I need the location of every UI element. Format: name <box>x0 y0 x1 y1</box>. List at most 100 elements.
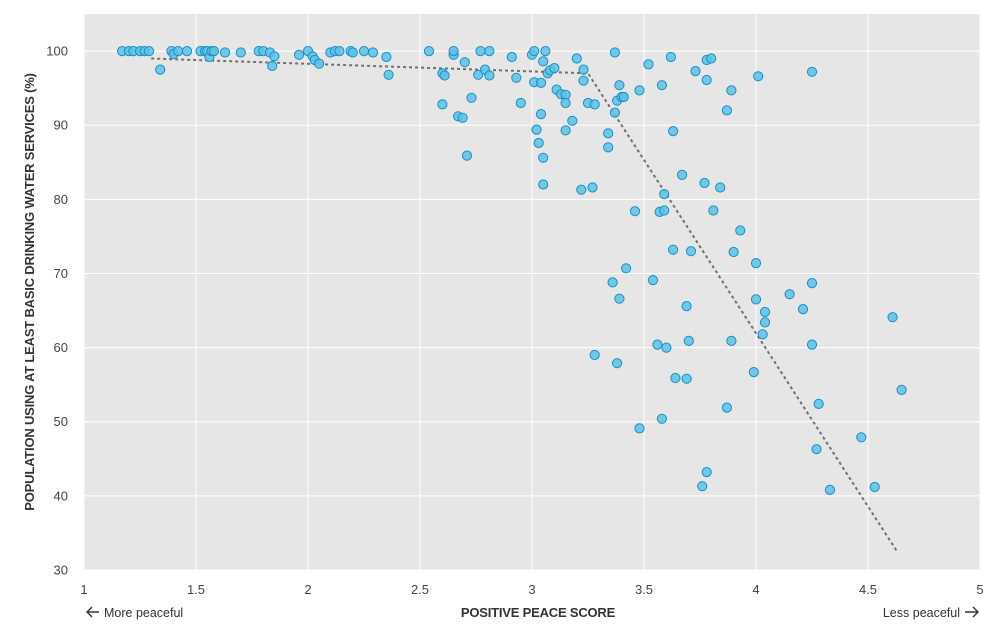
y-axis-title: POPULATION USING AT LEAST BASIC DRINKING… <box>22 73 37 510</box>
x-tick-label: 3 <box>528 582 535 597</box>
left-arrow-icon <box>86 606 99 618</box>
data-point <box>708 205 719 216</box>
data-point <box>578 64 589 75</box>
data-point <box>560 97 571 109</box>
data-point <box>466 92 477 103</box>
data-point <box>473 69 484 80</box>
data-point <box>538 152 549 163</box>
data-point <box>614 293 625 304</box>
data-point <box>269 51 280 62</box>
data-points <box>117 46 907 495</box>
data-point <box>381 51 392 63</box>
data-point <box>670 372 681 384</box>
data-point <box>757 329 768 340</box>
x-tick-label: 4 <box>752 582 759 597</box>
data-point <box>784 289 795 300</box>
data-point <box>423 46 435 57</box>
y-tick-label: 80 <box>54 192 68 207</box>
data-point <box>235 47 246 58</box>
data-point <box>806 278 818 289</box>
x-tick-label: 2.5 <box>411 582 429 597</box>
data-point <box>155 64 166 75</box>
x-tick-label: 1.5 <box>187 582 205 597</box>
y-tick-label: 100 <box>46 44 68 59</box>
data-point <box>750 294 762 305</box>
data-point <box>576 184 587 195</box>
x-tick-labels: 1 1.5 2 2.5 3 3.5 4 4.5 5 <box>80 582 983 597</box>
less-peaceful-label: Less peaceful <box>883 606 960 620</box>
y-tick-label: 50 <box>54 414 68 429</box>
data-point <box>621 263 632 274</box>
data-point <box>811 444 822 455</box>
data-point <box>887 312 898 323</box>
data-point <box>437 99 448 110</box>
data-point <box>690 66 701 77</box>
data-point <box>538 56 549 67</box>
data-point <box>753 71 764 82</box>
data-point <box>567 115 578 126</box>
data-point <box>511 72 522 83</box>
data-point <box>656 413 668 424</box>
data-point <box>571 53 582 64</box>
data-point <box>589 349 600 361</box>
data-point <box>587 182 598 193</box>
data-point <box>589 99 600 110</box>
data-point <box>668 244 679 255</box>
data-point <box>715 182 726 193</box>
data-point <box>643 59 654 70</box>
trend-line-group <box>151 57 898 553</box>
data-point <box>603 142 614 153</box>
data-point <box>726 85 737 96</box>
data-point <box>647 275 659 286</box>
data-point <box>668 126 679 137</box>
gridlines <box>83 14 981 571</box>
data-point <box>220 47 231 58</box>
data-point <box>697 481 708 492</box>
data-point <box>824 484 836 495</box>
data-point <box>685 246 697 257</box>
data-point <box>634 423 645 434</box>
data-point <box>856 432 867 443</box>
data-point <box>612 358 623 369</box>
data-point <box>614 80 625 91</box>
data-point <box>721 402 733 413</box>
data-point <box>457 112 468 123</box>
data-point <box>607 277 618 288</box>
data-point <box>797 304 809 315</box>
data-point <box>699 177 710 189</box>
trend-line <box>151 57 898 553</box>
data-point <box>681 373 692 384</box>
data-point <box>706 53 717 64</box>
data-point <box>475 46 486 57</box>
data-point <box>659 189 670 200</box>
data-point <box>677 169 688 180</box>
data-point <box>314 58 325 69</box>
y-tick-label: 90 <box>54 118 68 133</box>
data-point <box>448 46 459 57</box>
data-point <box>618 91 629 103</box>
data-point <box>208 46 219 57</box>
data-point <box>609 47 621 58</box>
data-point <box>439 70 450 81</box>
data-point <box>459 57 470 68</box>
data-point <box>549 63 560 74</box>
data-point <box>173 46 184 57</box>
data-point <box>735 225 746 236</box>
data-point <box>656 80 668 91</box>
data-point <box>750 258 762 269</box>
data-point <box>358 46 370 57</box>
data-point <box>701 74 712 86</box>
y-tick-label: 70 <box>54 266 68 281</box>
data-point <box>609 107 621 118</box>
data-point <box>603 128 614 139</box>
data-point <box>533 137 544 149</box>
more-peaceful-label: More peaceful <box>104 606 183 620</box>
data-point <box>484 46 495 57</box>
data-point <box>652 339 663 350</box>
data-point <box>806 66 818 77</box>
data-point <box>143 46 155 57</box>
data-point <box>726 335 737 346</box>
data-point <box>701 467 712 478</box>
data-point <box>661 342 672 353</box>
